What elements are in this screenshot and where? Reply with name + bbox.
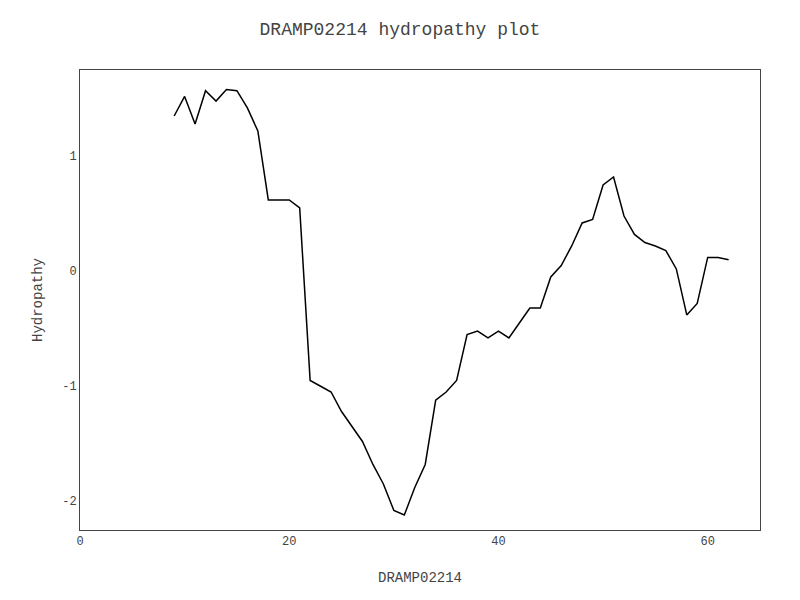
svg-text:40: 40 <box>491 535 505 549</box>
svg-text:0: 0 <box>76 535 83 549</box>
svg-text:DRAMP02214 hydropathy plot: DRAMP02214 hydropathy plot <box>260 20 541 40</box>
svg-text:-1: -1 <box>62 380 76 394</box>
svg-text:60: 60 <box>700 535 714 549</box>
svg-text:Hydropathy: Hydropathy <box>30 258 46 342</box>
svg-text:0: 0 <box>69 265 76 279</box>
svg-text:1: 1 <box>69 150 76 164</box>
svg-text:DRAMP02214: DRAMP02214 <box>378 570 462 586</box>
svg-text:-2: -2 <box>62 495 76 509</box>
svg-text:20: 20 <box>282 535 296 549</box>
